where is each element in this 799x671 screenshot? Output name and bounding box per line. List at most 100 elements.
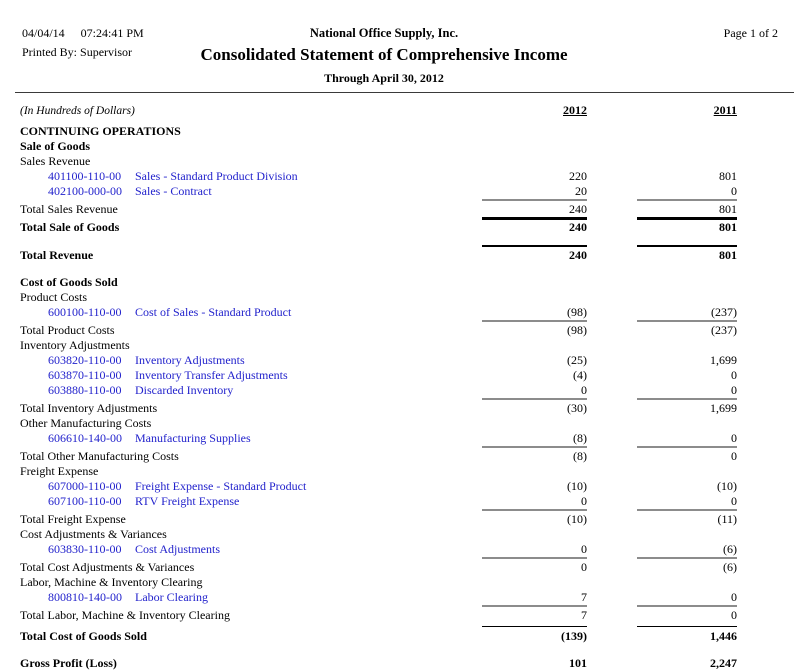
account-description-link[interactable]: Labor Clearing — [135, 590, 208, 604]
value-2011: (237) — [711, 305, 737, 319]
spacer-row — [0, 263, 799, 275]
account-number-link[interactable]: 603870-110-00 — [48, 368, 122, 382]
value-2012: (8) — [573, 431, 587, 445]
account-description-link[interactable]: Inventory Adjustments — [135, 353, 245, 367]
account-number-link[interactable]: 402100-000-00 — [48, 184, 122, 198]
printed-by: Printed By: Supervisor — [22, 45, 132, 60]
row-label: Gross Profit (Loss) — [20, 656, 117, 670]
account-label: 401100-110-00 Sales - Standard Product Di… — [20, 169, 482, 184]
account-row: 603870-110-00 Inventory Transfer Adjustme… — [0, 368, 799, 383]
row-label: Total Inventory Adjustments — [20, 401, 158, 415]
row-label: Sale of Goods — [20, 139, 91, 153]
account-number-link[interactable]: 603820-110-00 — [48, 353, 122, 367]
value-2011: 0 — [731, 383, 737, 397]
value-2012: (98) — [567, 305, 587, 319]
account-description-link[interactable]: Manufacturing Supplies — [135, 431, 251, 445]
account-number-link[interactable]: 800810-140-00 — [48, 590, 122, 604]
total-row: Total Sale of Goods 240 801 — [0, 217, 799, 235]
account-number-link[interactable]: 603880-110-00 — [48, 383, 122, 397]
account-number-link[interactable]: 603830-110-00 — [48, 542, 122, 556]
account-description-link[interactable]: RTV Freight Expense — [135, 494, 240, 508]
group-header-row: Cost Adjustments & Variances — [0, 527, 799, 542]
value-2012: 0 — [581, 494, 587, 508]
report-page: 04/04/14 07:24:41 PM National Office Supp… — [0, 26, 799, 670]
account-description-link[interactable]: Cost of Sales - Standard Product — [135, 305, 292, 319]
row-label: Labor, Machine & Inventory Clearing — [20, 575, 203, 589]
value-2012: (25) — [567, 353, 587, 367]
row-label: Total Labor, Machine & Inventory Clearin… — [20, 608, 230, 622]
section-header-row: Sale of Goods — [0, 139, 799, 154]
value-2012: (98) — [567, 323, 587, 337]
value-2011: 1,699 — [710, 401, 737, 415]
spacer-row — [0, 644, 799, 656]
value-2012: (10) — [567, 479, 587, 493]
value-2012: 7 — [581, 608, 587, 622]
column-header-row: (In Hundreds of Dollars) 2012 2011 — [0, 92, 799, 124]
account-label: 603820-110-00 Inventory Adjustments — [20, 353, 482, 368]
account-number-link[interactable]: 600100-110-00 — [48, 305, 122, 319]
print-time: 07:24:41 PM — [80, 26, 144, 40]
group-header-row: Sales Revenue — [0, 154, 799, 169]
account-number-link[interactable]: 606610-140-00 — [48, 431, 122, 445]
value-2011: 0 — [731, 368, 737, 382]
row-label: Freight Expense — [20, 464, 99, 478]
account-description-link[interactable]: Sales - Contract — [135, 184, 212, 198]
account-number-link[interactable]: 401100-110-00 — [48, 169, 122, 183]
column-header-2011: 2011 — [713, 103, 737, 117]
value-2011: 0 — [731, 608, 737, 622]
value-2011: (237) — [711, 323, 737, 337]
row-label: Total Freight Expense — [20, 512, 126, 526]
row-label: Total Sale of Goods — [20, 220, 120, 234]
value-2011: (10) — [717, 479, 737, 493]
account-row: 606610-140-00 Manufacturing Supplies (8) 0 — [0, 431, 799, 446]
company-name: National Office Supply, Inc. — [309, 26, 459, 40]
row-label: Product Costs — [20, 290, 88, 304]
total-row: Total Cost Adjustments & Variances 0 (6) — [0, 557, 799, 575]
account-number-link[interactable]: 607000-110-00 — [48, 479, 122, 493]
account-label: 603870-110-00 Inventory Transfer Adjustme… — [20, 368, 482, 383]
account-description-link[interactable]: Discarded Inventory — [135, 383, 234, 397]
value-2012: 220 — [569, 169, 587, 183]
value-2011: 2,247 — [710, 656, 737, 670]
value-2011: 801 — [719, 202, 737, 216]
row-label: Other Manufacturing Costs — [20, 416, 152, 430]
row-label: Cost of Goods Sold — [20, 275, 118, 289]
value-2011: 801 — [719, 220, 737, 234]
value-2011: 1,446 — [710, 629, 737, 643]
value-2011: 801 — [719, 248, 737, 262]
row-label: Total Product Costs — [20, 323, 115, 337]
value-2012: 101 — [569, 656, 587, 670]
value-2011: (11) — [717, 512, 737, 526]
total-row: Total Freight Expense (10) (11) — [0, 509, 799, 527]
value-2012: 7 — [581, 590, 587, 604]
account-row: 600100-110-00 Cost of Sales - Standard Pr… — [0, 305, 799, 320]
group-header-row: Inventory Adjustments — [0, 338, 799, 353]
account-description-link[interactable]: Freight Expense - Standard Product — [135, 479, 307, 493]
account-description-link[interactable]: Inventory Transfer Adjustments — [135, 368, 288, 382]
printed-by-value: Supervisor — [80, 45, 133, 59]
value-2012: 0 — [581, 383, 587, 397]
account-label: 607000-110-00 Freight Expense - Standard … — [20, 479, 482, 494]
value-2011: 0 — [731, 449, 737, 463]
account-number-link[interactable]: 607100-110-00 — [48, 494, 122, 508]
total-row: Total Inventory Adjustments (30) 1,699 — [0, 398, 799, 416]
group-header-row: Freight Expense — [0, 464, 799, 479]
total-row: Total Labor, Machine & Inventory Clearin… — [0, 605, 799, 623]
total-row: Total Cost of Goods Sold (139) 1,446 — [0, 626, 799, 644]
account-description-link[interactable]: Sales - Standard Product Division — [135, 169, 298, 183]
account-label: 606610-140-00 Manufacturing Supplies — [20, 431, 482, 446]
account-label: 607100-110-00 RTV Freight Expense — [20, 494, 482, 509]
total-row: Total Sales Revenue 240 801 — [0, 199, 799, 217]
total-row: Total Other Manufacturing Costs (8) 0 — [0, 446, 799, 464]
value-2012: (10) — [567, 512, 587, 526]
account-description-link[interactable]: Cost Adjustments — [135, 542, 221, 556]
report-title: Consolidated Statement of Comprehensive … — [200, 45, 568, 64]
account-row: 603830-110-00 Cost Adjustments 0 (6) — [0, 542, 799, 557]
value-2012: 20 — [575, 184, 587, 198]
printed-by-label: Printed By: — [22, 45, 78, 59]
total-row: Total Product Costs (98) (237) — [0, 320, 799, 338]
row-label: Total Cost Adjustments & Variances — [20, 560, 195, 574]
section-header-row: CONTINUING OPERATIONS — [0, 124, 799, 139]
spacer-row — [0, 235, 799, 245]
print-date: 04/04/14 — [22, 26, 65, 40]
